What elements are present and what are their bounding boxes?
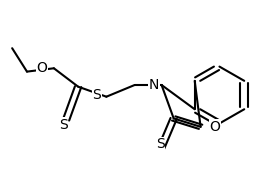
Text: N: N	[149, 78, 159, 92]
Text: O: O	[209, 120, 220, 134]
Text: O: O	[36, 61, 47, 75]
Text: S: S	[156, 137, 165, 151]
Text: S: S	[92, 88, 101, 102]
Text: S: S	[59, 118, 68, 132]
